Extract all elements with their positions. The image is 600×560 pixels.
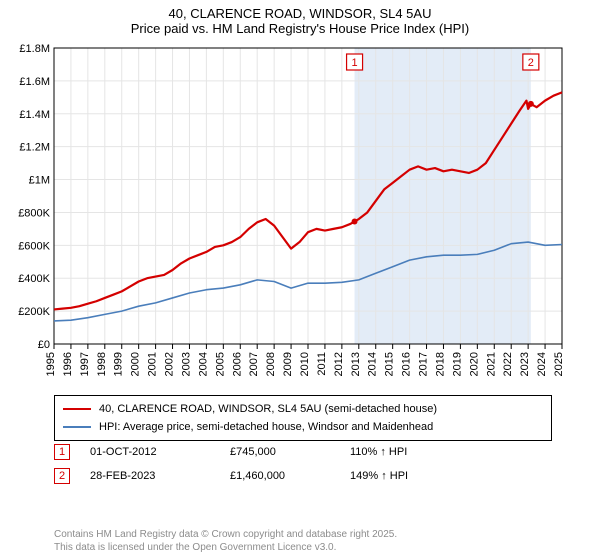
- x-tick-label: 2000: [130, 352, 142, 376]
- sale-ratio: 110% ↑ HPI: [350, 446, 407, 458]
- x-tick-label: 2003: [180, 352, 192, 376]
- footer-line2: This data is licensed under the Open Gov…: [54, 542, 397, 555]
- sale-price: £1,460,000: [230, 470, 330, 482]
- footer-attribution: Contains HM Land Registry data © Crown c…: [54, 529, 397, 554]
- x-tick-label: 2004: [197, 352, 209, 376]
- legend-item: HPI: Average price, semi-detached house,…: [63, 418, 543, 436]
- x-tick-label: 2017: [418, 352, 430, 376]
- x-tick-label: 1999: [113, 352, 125, 376]
- sale-row: 2 28-FEB-2023 £1,460,000 149% ↑ HPI: [54, 468, 552, 484]
- chart-container: 40, CLARENCE ROAD, WINDSOR, SL4 5AU Pric…: [0, 0, 600, 560]
- legend-label: HPI: Average price, semi-detached house,…: [99, 421, 433, 433]
- legend-swatch: [63, 408, 91, 410]
- x-tick-label: 2015: [384, 352, 396, 376]
- x-tick-label: 2009: [282, 352, 294, 376]
- x-tick-label: 2006: [231, 352, 243, 376]
- x-tick-label: 2002: [164, 352, 176, 376]
- x-tick-label: 2018: [434, 352, 446, 376]
- chart-area: £0 £200K £400K £600K £800K £1M £1.2M £1.4M £1.6M…: [10, 44, 590, 389]
- x-tick-label: 2019: [451, 352, 463, 376]
- legend-label: 40, CLARENCE ROAD, WINDSOR, SL4 5AU (sem…: [99, 403, 437, 415]
- sale-marker-1: 1: [352, 57, 358, 69]
- x-tick-label: 2012: [333, 352, 345, 376]
- x-tick-label: 1997: [79, 352, 91, 376]
- x-tick-label: 2010: [299, 352, 311, 376]
- y-tick-label: £200K: [18, 306, 50, 318]
- y-tick-label: £1M: [29, 175, 50, 187]
- y-tick-label: £1.6M: [19, 76, 50, 88]
- y-tick-label: £1.4M: [19, 109, 50, 121]
- x-tick-label: 2005: [214, 352, 226, 376]
- x-tick-label: 2021: [485, 352, 497, 376]
- price-chart: £0 £200K £400K £600K £800K £1M £1.2M £1.4M £1.6M…: [10, 44, 590, 389]
- x-tick-label: 2011: [316, 352, 328, 376]
- y-tick-label: £600K: [18, 240, 50, 252]
- x-tick-label: 2024: [536, 352, 548, 376]
- x-tick-label: 2020: [468, 352, 480, 376]
- footer-line1: Contains HM Land Registry data © Crown c…: [54, 529, 397, 542]
- y-tick-label: £1.8M: [19, 44, 50, 55]
- x-tick-label: 2023: [519, 352, 531, 376]
- x-tick-label: 2001: [147, 352, 159, 376]
- sale-marker-box: 1: [54, 444, 70, 460]
- x-tick-label: 2016: [401, 352, 413, 376]
- y-tick-label: £1.2M: [19, 142, 50, 154]
- x-tick-label: 2022: [502, 352, 514, 376]
- title-subtitle: Price paid vs. HM Land Registry's House …: [0, 21, 600, 36]
- sale-price: £745,000: [230, 446, 330, 458]
- x-tick-label: 2013: [350, 352, 362, 376]
- sale-marker-2: 2: [528, 57, 534, 69]
- legend-item: 40, CLARENCE ROAD, WINDSOR, SL4 5AU (sem…: [63, 400, 543, 418]
- title-address: 40, CLARENCE ROAD, WINDSOR, SL4 5AU: [0, 6, 600, 21]
- sale-date: 28-FEB-2023: [90, 470, 210, 482]
- sale-marker-box: 2: [54, 468, 70, 484]
- sale-date: 01-OCT-2012: [90, 446, 210, 458]
- x-tick-label: 2025: [553, 352, 565, 376]
- legend-swatch: [63, 426, 91, 428]
- sales-table: 1 01-OCT-2012 £745,000 110% ↑ HPI 2 28-FEB-20…: [54, 444, 552, 492]
- legend: 40, CLARENCE ROAD, WINDSOR, SL4 5AU (sem…: [54, 395, 552, 441]
- title-block: 40, CLARENCE ROAD, WINDSOR, SL4 5AU Pric…: [0, 0, 600, 36]
- x-tick-label: 1995: [45, 352, 57, 376]
- x-tick-label: 1996: [62, 352, 74, 376]
- y-tick-label: £0: [38, 339, 50, 351]
- sale-ratio: 149% ↑ HPI: [350, 470, 408, 482]
- y-tick-label: £800K: [18, 207, 50, 219]
- x-tick-label: 2008: [265, 352, 277, 376]
- sale-row: 1 01-OCT-2012 £745,000 110% ↑ HPI: [54, 444, 552, 460]
- y-tick-label: £400K: [18, 273, 50, 285]
- x-tick-label: 2007: [248, 352, 260, 376]
- x-tick-label: 2014: [367, 352, 379, 376]
- x-tick-label: 1998: [96, 352, 108, 376]
